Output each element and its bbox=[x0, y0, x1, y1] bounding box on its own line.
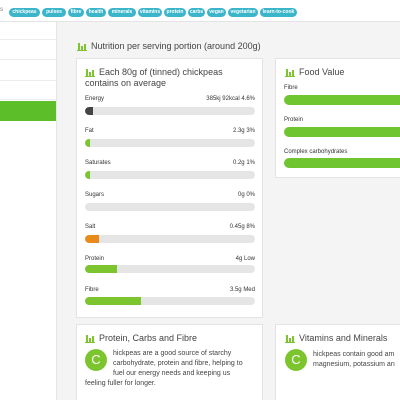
food-value-label: Protein bbox=[284, 117, 304, 123]
nutrient-value: 3.5g Med bbox=[229, 287, 255, 293]
nutrient-label: Saturates bbox=[85, 160, 111, 166]
food-value-bar bbox=[284, 95, 400, 105]
nutrient-value: 0.45g 8% bbox=[229, 224, 255, 230]
nutrition-heading: Nutrition per serving portion (around 20… bbox=[91, 41, 261, 51]
nutrient-bar bbox=[85, 139, 255, 147]
tag-learn-to-cook[interactable]: learn-to-cook bbox=[260, 8, 297, 17]
nutrient-label: Sugars bbox=[85, 192, 105, 198]
vitamins-paragraph-line: hickpeas contain good am bbox=[313, 351, 395, 358]
tag-vitamins[interactable]: vitamins bbox=[138, 8, 162, 17]
sidebar-item-active[interactable] bbox=[0, 101, 56, 121]
protein-carbs-title: Protein, Carbs and Fibre bbox=[99, 333, 198, 343]
drop-cap-circle: C bbox=[85, 349, 107, 371]
tag-fibre[interactable]: fibre bbox=[68, 8, 84, 17]
nutrient-bar-fill bbox=[85, 235, 99, 243]
protein-paragraph-line: hickpeas are a good source of starchy bbox=[113, 350, 232, 357]
food-value-label: Complex carbohydrates bbox=[284, 149, 348, 155]
nutrient-bar-fill bbox=[85, 139, 90, 147]
nutrient-value: 0g 0% bbox=[237, 192, 255, 198]
per-80g-title: Each 80g of (tinned) chickpeas contains … bbox=[85, 67, 223, 88]
bar-chart-icon bbox=[285, 334, 295, 343]
nutrient-value: 2.3g 3% bbox=[232, 128, 255, 134]
sidebar-item[interactable] bbox=[0, 42, 56, 60]
nutrient-bar bbox=[85, 203, 255, 211]
nutrient-label: Energy bbox=[85, 96, 105, 102]
sidebar-item[interactable] bbox=[0, 82, 56, 100]
bar-chart-icon bbox=[85, 68, 95, 77]
tag-minerals[interactable]: minerals bbox=[108, 8, 136, 17]
tag-health[interactable]: health bbox=[86, 8, 106, 17]
nutrient-bar bbox=[85, 265, 255, 273]
nutrient-value: 4g Low bbox=[235, 256, 255, 262]
vitamins-minerals-title: Vitamins and Minerals bbox=[299, 333, 388, 343]
food-value-bar bbox=[284, 158, 400, 168]
sidebar bbox=[0, 22, 57, 400]
tag-carbs[interactable]: carbs bbox=[188, 8, 205, 17]
nutrient-label: Fibre bbox=[85, 287, 99, 293]
sidebar-item[interactable] bbox=[0, 63, 56, 81]
nutrient-bar bbox=[85, 235, 255, 243]
tag-vegetarian[interactable]: vegetarian bbox=[228, 8, 258, 17]
nutrition-per-80g-card: Each 80g of (tinned) chickpeas contains … bbox=[76, 58, 263, 318]
nutrient-bar bbox=[85, 297, 255, 305]
protein-paragraph-line: carbohydrate, protein and fibre, helping… bbox=[113, 360, 243, 367]
protein-paragraph-line: fuel our energy needs and keeping us bbox=[113, 370, 231, 377]
vitamins-minerals-card: Vitamins and Minerals C hickpeas contain… bbox=[275, 324, 400, 400]
bar-chart-icon bbox=[285, 68, 295, 77]
nutrient-value: 385kj 92kcal 4.6% bbox=[206, 96, 255, 102]
protein-carbs-card: Protein, Carbs and Fibre C hickpeas are … bbox=[76, 324, 263, 400]
tag-bar: s chickpeas pulses fibre health minerals… bbox=[0, 0, 400, 22]
nutrient-bar bbox=[85, 107, 255, 115]
food-value-label: Fibre bbox=[284, 85, 298, 91]
food-value-bar bbox=[284, 127, 400, 137]
drop-cap-circle: C bbox=[285, 349, 307, 371]
vitamins-paragraph-line: magnesium, potassium an bbox=[313, 361, 395, 368]
tag-bar-cut-text: s bbox=[0, 7, 3, 13]
tag-vegan[interactable]: vegan bbox=[207, 8, 226, 17]
nutrient-bar-fill bbox=[85, 265, 117, 273]
nutrient-label: Salt bbox=[85, 224, 96, 230]
nutrient-bar-fill bbox=[85, 171, 90, 179]
nutrient-value: 0.2g 1% bbox=[232, 160, 255, 166]
food-value-title: Food Value bbox=[299, 67, 345, 77]
protein-paragraph-line: feeling fuller for longer. bbox=[85, 380, 156, 387]
nutrient-bar bbox=[85, 171, 255, 179]
nutrient-bar-fill bbox=[85, 107, 93, 115]
nutrient-label: Protein bbox=[85, 256, 105, 262]
tag-pulses[interactable]: pulses bbox=[42, 8, 66, 17]
nutrient-bar-fill bbox=[85, 297, 141, 305]
tag-protein[interactable]: protein bbox=[164, 8, 186, 17]
bar-chart-icon bbox=[77, 42, 87, 51]
bar-chart-icon bbox=[85, 334, 95, 343]
tag-chickpeas[interactable]: chickpeas bbox=[9, 8, 40, 17]
nutrient-label: Fat bbox=[85, 128, 94, 134]
sidebar-item[interactable] bbox=[0, 22, 56, 40]
